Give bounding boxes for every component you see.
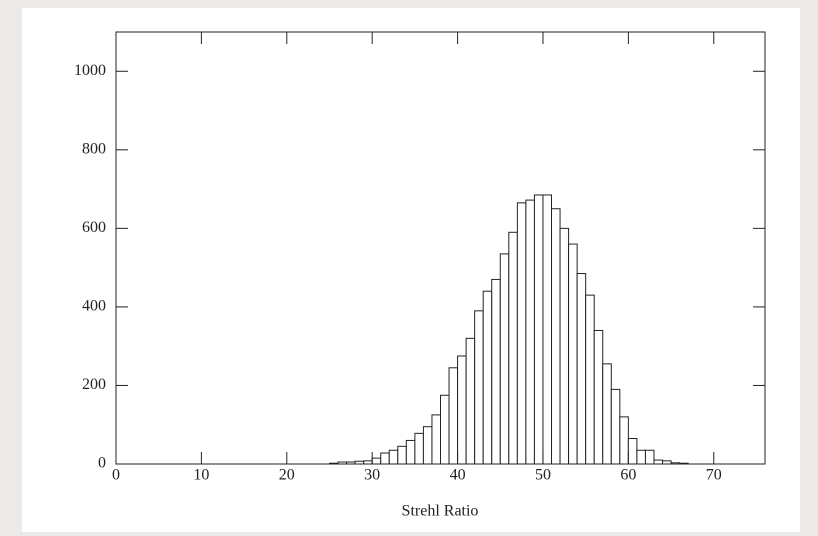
bar (636, 449, 646, 465)
bar (619, 416, 629, 465)
x-tick-label: 70 (706, 467, 722, 484)
y-tick-label: 600 (82, 219, 106, 236)
bar (653, 459, 664, 465)
y-tick-label: 400 (82, 298, 106, 315)
bar (457, 355, 467, 465)
y-tick-label: 800 (82, 140, 106, 157)
bar (380, 452, 390, 465)
bar (644, 449, 655, 465)
x-tick-label: 30 (364, 467, 380, 484)
x-axis-label: Strehl Ratio (402, 503, 479, 520)
x-tick-label: 0 (112, 467, 120, 484)
bar (414, 432, 424, 465)
bar (576, 273, 587, 465)
bar (422, 426, 433, 465)
y-tick-label: 200 (82, 376, 106, 393)
plot-frame (115, 31, 766, 465)
bar (448, 367, 459, 465)
bar (431, 414, 442, 465)
bar (440, 394, 450, 465)
x-tick-label: 10 (193, 467, 209, 484)
bar (491, 278, 501, 465)
bar (568, 243, 578, 465)
bar (508, 231, 518, 465)
bar (465, 337, 476, 465)
bar (533, 194, 544, 465)
bar (610, 388, 621, 465)
bar (405, 439, 416, 465)
bar (499, 253, 510, 465)
bar (585, 294, 595, 465)
y-tick-label: 1000 (74, 62, 106, 79)
bar (602, 363, 612, 465)
bar (542, 194, 553, 465)
bar (397, 445, 407, 465)
bar (482, 290, 493, 465)
x-tick-label: 40 (450, 467, 466, 484)
y-tick-label: 0 (98, 455, 106, 472)
bar (559, 227, 570, 465)
bar (593, 329, 604, 465)
x-tick-label: 20 (279, 467, 295, 484)
x-tick-label: 60 (620, 467, 636, 484)
bar (516, 202, 527, 465)
bar (551, 208, 561, 465)
bar (371, 457, 382, 465)
bar (388, 449, 399, 465)
bar (474, 310, 484, 465)
bar (627, 437, 638, 465)
bar (525, 199, 535, 465)
x-tick-label: 50 (535, 467, 551, 484)
